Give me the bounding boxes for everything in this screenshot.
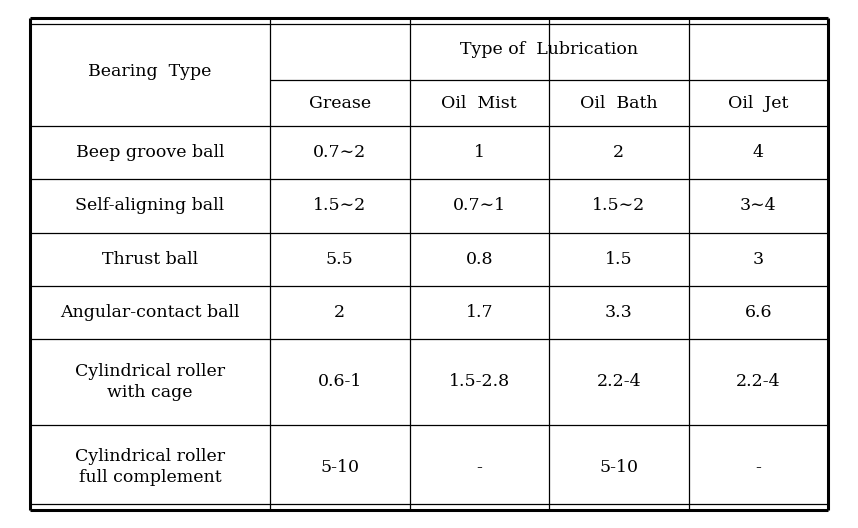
Text: 0.7∼2: 0.7∼2 (313, 144, 366, 161)
Text: Cylindrical roller
with cage: Cylindrical roller with cage (75, 363, 225, 401)
Text: Bearing  Type: Bearing Type (88, 63, 212, 80)
Text: 0.6-1: 0.6-1 (317, 373, 362, 391)
Text: 5-10: 5-10 (320, 459, 360, 476)
Text: Cylindrical roller
full complement: Cylindrical roller full complement (75, 448, 225, 486)
Text: -: - (476, 459, 482, 476)
Text: 1.5: 1.5 (605, 251, 632, 268)
Text: Thrust ball: Thrust ball (102, 251, 198, 268)
Text: Type of  Lubrication: Type of Lubrication (460, 41, 638, 58)
Text: 3: 3 (752, 251, 764, 268)
Text: 6.6: 6.6 (745, 304, 772, 321)
Text: 2.2-4: 2.2-4 (596, 373, 641, 391)
Text: 5-10: 5-10 (599, 459, 638, 476)
Text: Oil  Mist: Oil Mist (441, 95, 517, 111)
Text: Self-aligning ball: Self-aligning ball (76, 197, 225, 214)
Text: Oil  Bath: Oil Bath (580, 95, 657, 111)
Text: 2.2-4: 2.2-4 (736, 373, 781, 391)
Text: 0.7∼1: 0.7∼1 (453, 197, 506, 214)
Text: 1.7: 1.7 (465, 304, 493, 321)
Text: 1.5∼2: 1.5∼2 (592, 197, 645, 214)
Text: 0.8: 0.8 (466, 251, 493, 268)
Text: Angular-contact ball: Angular-contact ball (60, 304, 239, 321)
Text: 4: 4 (752, 144, 764, 161)
Text: Grease: Grease (309, 95, 371, 111)
Text: 1.5∼2: 1.5∼2 (313, 197, 366, 214)
Text: 1: 1 (474, 144, 485, 161)
Text: 5.5: 5.5 (326, 251, 353, 268)
Text: 3.3: 3.3 (605, 304, 632, 321)
Text: -: - (755, 459, 761, 476)
Text: 2: 2 (334, 304, 345, 321)
Text: Oil  Jet: Oil Jet (728, 95, 789, 111)
Text: Beep groove ball: Beep groove ball (76, 144, 224, 161)
Text: 2: 2 (613, 144, 625, 161)
Text: 1.5-2.8: 1.5-2.8 (449, 373, 510, 391)
Text: 3∼4: 3∼4 (740, 197, 776, 214)
